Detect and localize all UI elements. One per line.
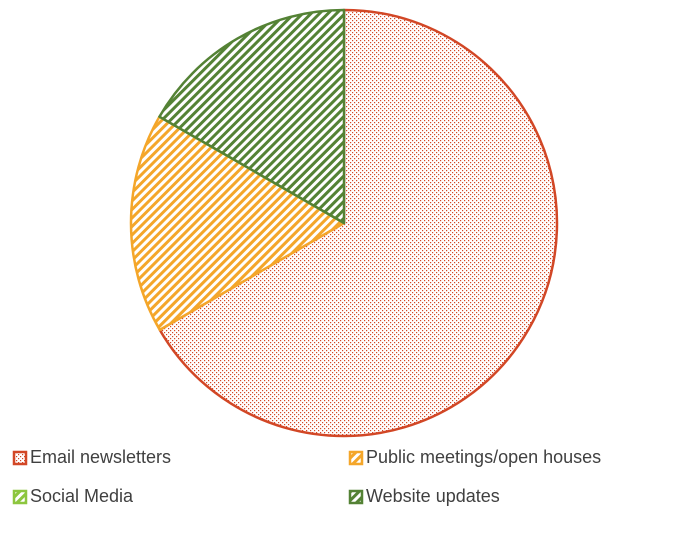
pie-slice bbox=[158, 8, 559, 438]
legend-swatch bbox=[12, 450, 28, 466]
legend-label: Public meetings/open houses bbox=[366, 447, 601, 467]
legend-label: Website updates bbox=[366, 486, 500, 506]
legend-swatch bbox=[348, 489, 364, 505]
legend-label: Social Media bbox=[30, 486, 134, 506]
pie-slice bbox=[129, 115, 346, 332]
legend-swatch bbox=[12, 489, 28, 505]
pie-slice bbox=[158, 8, 346, 225]
legend-swatch bbox=[348, 450, 364, 466]
legend-label: Email newsletters bbox=[30, 447, 171, 467]
